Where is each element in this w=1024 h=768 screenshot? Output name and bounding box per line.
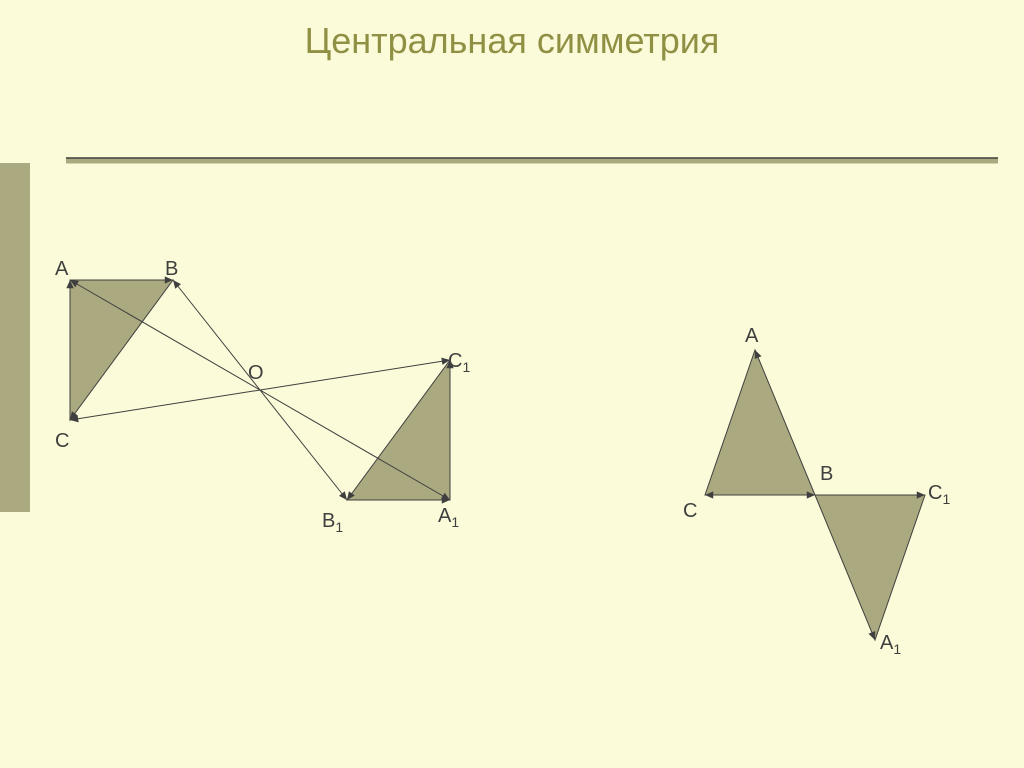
label-A1: A1 [438,505,459,530]
sidebar-block [0,163,30,512]
left-diagram [66,276,453,503]
hr-line [66,158,998,161]
diagram-svg [0,0,1024,768]
label-C: C [55,430,69,453]
label-rC: C [683,500,697,523]
label-C1: C1 [448,350,470,375]
slide: Центральная симметрия A B C O A1 B1 C1 A… [0,0,1024,768]
label-rA: A [745,325,758,348]
label-O: O [248,362,264,385]
label-rC1: C1 [928,482,950,507]
label-rB: B [820,463,833,486]
right-diagram [705,350,925,640]
label-A: A [55,258,68,281]
label-rA1: A1 [880,632,901,657]
label-B: B [165,258,178,281]
label-B1: B1 [322,510,343,535]
